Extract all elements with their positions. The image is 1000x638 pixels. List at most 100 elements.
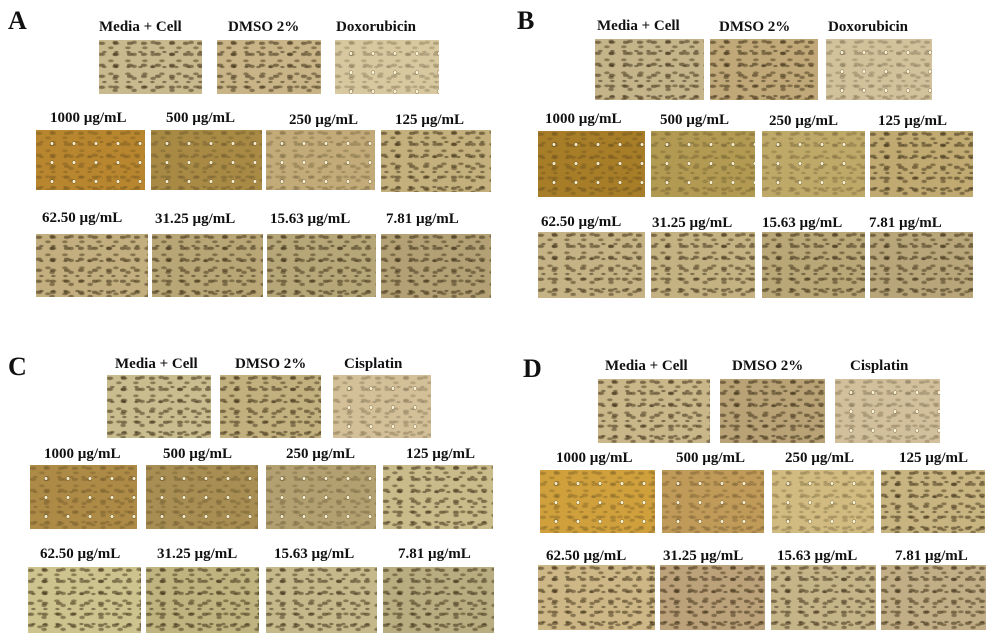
label-7-81-ug-ml: 7.81 µg/mL [386,211,459,227]
cell-texture [220,375,321,438]
label-1000-ug-ml: 1000 µg/mL [556,450,633,466]
label-7-81-ug-ml: 7.81 µg/mL [869,215,942,231]
rounded-cells [335,40,439,94]
cell-texture [651,232,755,298]
label-31-25-ug-ml: 31.25 µg/mL [155,211,236,227]
micrograph-125-ug-ml [881,470,985,533]
micrograph-500-ug-ml [651,131,755,197]
rounded-cells [266,465,376,529]
label-62-50-ug-ml: 62.50 µg/mL [42,210,123,226]
micrograph-250-ug-ml [266,130,375,190]
panel-letter: C [8,352,27,381]
cell-texture [881,470,985,533]
label-7-81-ug-ml: 7.81 µg/mL [398,546,471,562]
micrograph-15-63-ug-ml [267,234,376,297]
label-1000-ug-ml: 1000 µg/mL [44,446,121,462]
micrograph-cisplatin [835,379,940,443]
label-500-ug-ml: 500 µg/mL [166,110,236,126]
label-62-50-ug-ml: 62.50 µg/mL [541,214,622,230]
micrograph-15-63-ug-ml [771,565,876,630]
label-7-81-ug-ml: 7.81 µg/mL [895,548,968,564]
rounded-cells [772,470,874,533]
label-15-63-ug-ml: 15.63 µg/mL [270,211,351,227]
micrograph-media-cell [107,375,211,438]
micrograph-dmso-2 [217,40,321,94]
cell-texture [771,565,876,630]
label-250-ug-ml: 250 µg/mL [286,446,356,462]
rounded-cells [540,470,655,533]
label-15-63-ug-ml: 15.63 µg/mL [274,546,355,562]
micrograph-62-50-ug-ml [538,232,645,298]
panel-c: C Media + Cell DMSO 2% Cisplatin 1000 µg/mL 5… [0,319,500,638]
label-doxorubicin: Doxorubicin [828,19,909,35]
micrograph-1000-ug-ml [540,470,655,533]
label-31-25-ug-ml: 31.25 µg/mL [157,546,238,562]
label-500-ug-ml: 500 µg/mL [163,446,233,462]
micrograph-dmso-2 [220,375,321,438]
label-125-ug-ml: 125 µg/mL [899,450,969,466]
cell-texture [28,567,141,633]
cell-texture [107,375,211,438]
cell-texture [720,379,825,443]
label-500-ug-ml: 500 µg/mL [676,450,746,466]
label-125-ug-ml: 125 µg/mL [406,446,476,462]
label-media-cell: Media + Cell [115,356,198,372]
cell-texture [881,565,986,630]
micrograph-media-cell [595,39,704,100]
panel-letter: A [8,6,27,35]
label-doxorubicin: Doxorubicin [336,19,417,35]
rounded-cells [36,130,145,190]
micrograph-250-ug-ml [762,131,865,197]
cell-texture [710,39,818,100]
rounded-cells [762,131,865,197]
cell-texture [595,39,704,100]
micrograph-500-ug-ml [662,470,764,533]
micrograph-250-ug-ml [266,465,376,529]
micrograph-62-50-ug-ml [28,567,141,633]
micrograph-doxorubicin [335,40,439,94]
panel-letter: D [523,354,542,383]
rounded-cells [662,470,764,533]
micrograph-1000-ug-ml [36,130,145,190]
micrograph-250-ug-ml [772,470,874,533]
micrograph-500-ug-ml [146,465,258,529]
micrograph-media-cell [99,40,202,94]
panel-b: B Media + Cell DMSO 2% Doxorubicin 1000 µg/m… [500,0,1000,319]
rounded-cells [651,131,755,197]
label-500-ug-ml: 500 µg/mL [660,112,730,128]
rounded-cells [146,465,258,529]
cell-texture [870,131,973,197]
label-cisplatin: Cisplatin [344,356,403,372]
rounded-cells [538,131,645,197]
micrograph-125-ug-ml [383,465,493,529]
label-cisplatin: Cisplatin [850,358,909,374]
label-media-cell: Media + Cell [99,19,182,35]
micrograph-15-63-ug-ml [266,567,377,633]
label-15-63-ug-ml: 15.63 µg/mL [777,548,858,564]
cell-texture [762,232,865,298]
cell-texture [538,232,645,298]
label-dmso-2: DMSO 2% [719,19,791,35]
cell-texture [538,565,655,630]
micrograph-62-50-ug-ml [36,234,148,297]
panel-d: D Media + Cell DMSO 2% Cisplatin 1000 µg/mL 5… [500,319,1000,638]
panel-letter: B [517,6,535,35]
micrograph-31-25-ug-ml [146,567,259,633]
rounded-cells [151,130,262,190]
label-250-ug-ml: 250 µg/mL [769,113,839,129]
micrograph-1000-ug-ml [538,131,645,197]
micrograph-500-ug-ml [151,130,262,190]
label-125-ug-ml: 125 µg/mL [878,113,948,129]
rounded-cells [835,379,940,443]
micrograph-7-81-ug-ml [381,234,491,298]
cell-texture [267,234,376,297]
cell-texture [36,234,148,297]
micrograph-7-81-ug-ml [870,232,973,298]
cell-texture [152,234,263,297]
cell-texture [870,232,973,298]
micrograph-dmso-2 [720,379,825,443]
micrograph-7-81-ug-ml [383,567,494,633]
label-media-cell: Media + Cell [597,18,680,34]
cell-texture [383,465,493,529]
label-dmso-2: DMSO 2% [732,358,804,374]
